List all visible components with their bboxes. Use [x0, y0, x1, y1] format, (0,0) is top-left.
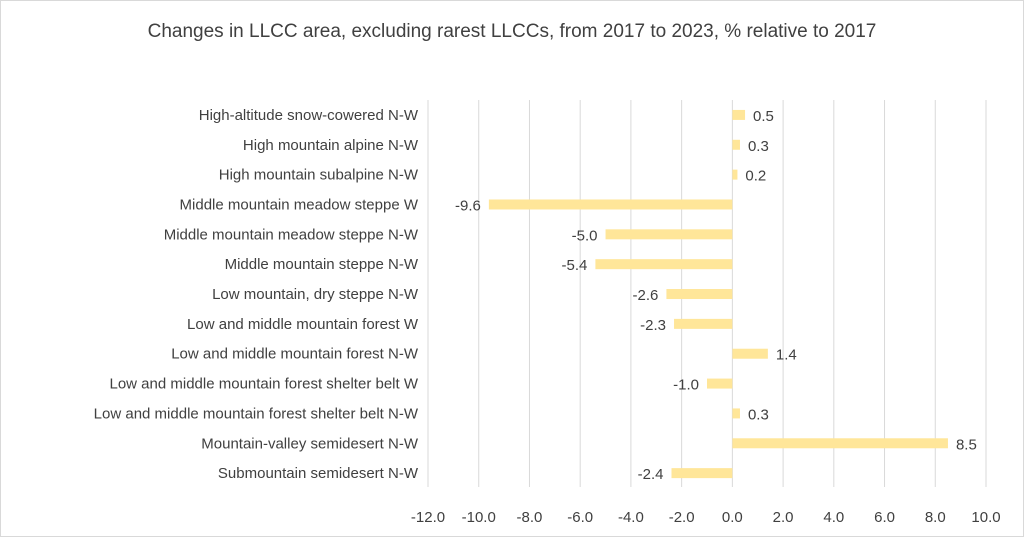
bar — [732, 348, 768, 359]
chart-title: Changes in LLCC area, excluding rarest L… — [147, 21, 877, 42]
gridlines — [427, 100, 987, 487]
x-tick-label: -8.0 — [517, 509, 543, 526]
data-label: -5.4 — [562, 257, 588, 274]
bar — [674, 318, 733, 329]
x-tick-label: -2.0 — [669, 509, 695, 526]
bar — [671, 468, 733, 479]
category-label: Middle mountain meadow steppe W — [180, 196, 419, 213]
data-labels: 0.5 0.3 0.2 -9.6 -5.0 -5.4 -2.6 -2.3 1.4 -1.0 0.3 8… — [455, 108, 977, 483]
category-label: Middle mountain meadow steppe N-W — [164, 226, 419, 243]
category-label: Low and middle mountain forest shelter b… — [110, 376, 419, 393]
x-tick-label: -6.0 — [567, 509, 593, 526]
data-label: 0.3 — [748, 406, 769, 423]
x-axis-tick-labels: -12.0 -10.0 -8.0 -6.0 -4.0 -2.0 0.0 2.0 4.0 6.0 8.… — [411, 509, 1001, 526]
category-label: Low and middle mountain forest W — [187, 316, 419, 333]
bar — [666, 289, 733, 300]
category-label: Low and middle mountain forest N-W — [171, 346, 419, 363]
x-tick-label: 4.0 — [823, 509, 844, 526]
bar — [707, 378, 733, 389]
category-label: Low and middle mountain forest shelter b… — [94, 405, 419, 422]
data-label: -1.0 — [673, 377, 699, 394]
bar — [732, 408, 740, 419]
data-label: -5.0 — [572, 227, 598, 244]
data-label: -2.6 — [633, 287, 659, 304]
data-label: -2.4 — [638, 466, 664, 483]
data-label: -2.3 — [640, 317, 666, 334]
bar — [732, 438, 948, 449]
bar — [595, 259, 733, 270]
data-label: -9.6 — [455, 197, 481, 214]
bar — [732, 169, 738, 180]
x-tick-label: -4.0 — [618, 509, 644, 526]
x-tick-label: 0.0 — [722, 509, 743, 526]
category-label: High mountain alpine N-W — [243, 137, 419, 154]
data-label: 8.5 — [956, 436, 977, 453]
bar — [732, 109, 746, 120]
data-label: 0.5 — [753, 108, 774, 125]
x-tick-label: -10.0 — [462, 509, 496, 526]
data-label: 1.4 — [776, 347, 797, 364]
bar — [488, 199, 733, 210]
category-label: High-altitude snow-cowered N-W — [199, 107, 419, 124]
bar — [732, 139, 740, 150]
category-label: Submountain semidesert N-W — [218, 465, 419, 482]
category-label: High mountain subalpine N-W — [219, 167, 419, 184]
category-label: Mountain-valley semidesert N-W — [201, 435, 419, 452]
category-label: Middle mountain steppe N-W — [225, 256, 419, 273]
category-labels: High-altitude snow-cowered N-W High mount… — [94, 107, 419, 482]
x-tick-label: -12.0 — [411, 509, 445, 526]
bar — [605, 229, 733, 240]
x-tick-label: 6.0 — [874, 509, 895, 526]
data-label: 0.3 — [748, 138, 769, 155]
category-label: Low mountain, dry steppe N-W — [212, 286, 419, 303]
x-tick-label: 10.0 — [971, 509, 1000, 526]
x-tick-label: 8.0 — [925, 509, 946, 526]
data-label: 0.2 — [745, 168, 766, 185]
bars — [488, 109, 948, 479]
x-tick-label: 2.0 — [773, 509, 794, 526]
